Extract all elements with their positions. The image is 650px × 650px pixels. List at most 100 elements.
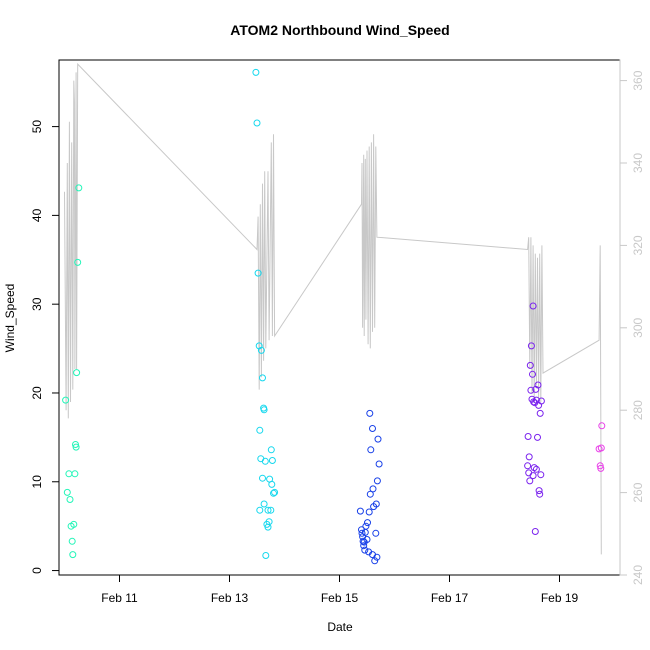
x-axis-label: Date — [327, 620, 353, 634]
scatter-point — [527, 386, 535, 394]
y-axis-label: Wind_Speed — [3, 284, 17, 353]
scatter-point — [526, 477, 534, 485]
scatter-point — [597, 444, 605, 452]
scatter-point — [62, 396, 70, 404]
scatter-point — [373, 477, 381, 485]
scatter-point — [75, 184, 83, 192]
scatter-point — [271, 488, 279, 496]
scatter-point — [536, 409, 544, 417]
scatter-point — [63, 488, 71, 496]
y-axis: 0 10 20 30 40 50 — [30, 120, 60, 574]
y2-tick-label: 240 — [631, 565, 645, 585]
scatter-point — [362, 522, 370, 530]
scatter-point — [69, 551, 77, 559]
scatter-point — [529, 370, 536, 378]
scatter-point — [374, 435, 382, 443]
scatter-point — [260, 500, 268, 508]
scatter-point — [372, 500, 380, 508]
scatter-points-layer — [62, 68, 606, 565]
y-tick-label: 50 — [30, 120, 44, 134]
scatter-point — [534, 381, 542, 389]
scatter-point — [532, 385, 540, 393]
scatter-point — [260, 406, 268, 414]
scatter-point — [253, 119, 261, 127]
scatter-point — [366, 490, 374, 498]
scatter-point — [527, 342, 535, 350]
scatter-point — [530, 464, 538, 472]
scatter-point — [363, 536, 371, 543]
scatter-point — [597, 464, 605, 472]
x-tick-label: Feb 17 — [431, 591, 469, 605]
scatter-point — [358, 529, 366, 537]
y-tick-label: 30 — [30, 297, 44, 311]
scatter-point — [264, 506, 272, 514]
y2-tick-label: 320 — [631, 235, 645, 255]
scatter-point — [267, 506, 275, 514]
scatter-point — [525, 453, 533, 461]
scatter-point — [525, 469, 533, 477]
y2-axis: 240 260 280 300 320 340 360 — [619, 70, 645, 585]
y2-tick-label: 260 — [631, 482, 645, 502]
y-tick-label: 40 — [30, 208, 44, 222]
scatter-point — [263, 520, 271, 528]
scatter-point — [365, 508, 373, 516]
scatter-point — [359, 537, 367, 545]
scatter-point — [529, 302, 537, 310]
scatter-point — [66, 496, 74, 503]
scatter-point — [70, 520, 78, 528]
scatter-point — [535, 487, 543, 495]
chart-title: ATOM2 Northbound Wind_Speed — [230, 22, 449, 38]
scatter-point — [531, 528, 539, 535]
scatter-point — [74, 258, 82, 266]
scatter-point — [65, 470, 73, 478]
scatter-point — [259, 474, 266, 482]
scatter-point — [598, 422, 606, 430]
scatter-point — [537, 471, 545, 479]
scatter-point — [261, 457, 269, 465]
scatter-point — [252, 68, 260, 76]
x-tick-label: Feb 13 — [211, 591, 249, 605]
scatter-point — [356, 507, 364, 515]
scatter-point — [268, 457, 276, 464]
scatter-point — [256, 506, 264, 514]
scatter-point — [364, 519, 371, 527]
y-tick-label: 10 — [30, 475, 44, 489]
scatter-point — [369, 425, 376, 432]
x-axis: Feb 11 Feb 13 Feb 15 Feb 17 Feb 19 — [101, 574, 579, 605]
scatter-point — [267, 446, 275, 454]
scatter-point — [254, 269, 262, 277]
scatter-point — [524, 462, 532, 470]
scatter-point — [375, 460, 383, 468]
scatter-point — [529, 472, 537, 480]
scatter-point — [524, 433, 532, 440]
x-tick-label: Feb 15 — [321, 591, 359, 605]
scatter-point — [372, 529, 380, 537]
scatter-point — [257, 455, 265, 463]
y-tick-label: 0 — [30, 567, 44, 574]
scatter-point — [532, 465, 540, 473]
scatter-point — [367, 446, 375, 454]
scatter-point — [371, 557, 379, 565]
secondary-line-layer — [64, 62, 602, 555]
scatter-point — [373, 553, 381, 561]
scatter-point — [262, 552, 270, 559]
x-tick-label: Feb 19 — [541, 591, 579, 605]
scatter-point — [72, 443, 80, 451]
scatter-point — [68, 537, 76, 545]
scatter-point — [526, 361, 534, 369]
scatter-point — [536, 490, 544, 498]
scatter-point — [72, 441, 79, 448]
scatter-point — [73, 369, 81, 377]
scatter-point — [268, 480, 276, 488]
y2-tick-label: 300 — [631, 317, 645, 337]
scatter-point — [369, 485, 377, 493]
y-tick-label: 20 — [30, 386, 44, 400]
x-tick-label: Feb 11 — [101, 591, 138, 605]
scatter-point — [532, 396, 540, 404]
scatter-point — [534, 433, 541, 441]
scatter-point — [361, 546, 369, 554]
y2-tick-label: 280 — [631, 400, 645, 420]
scatter-point — [537, 397, 545, 405]
y2-tick-label: 340 — [631, 153, 645, 173]
